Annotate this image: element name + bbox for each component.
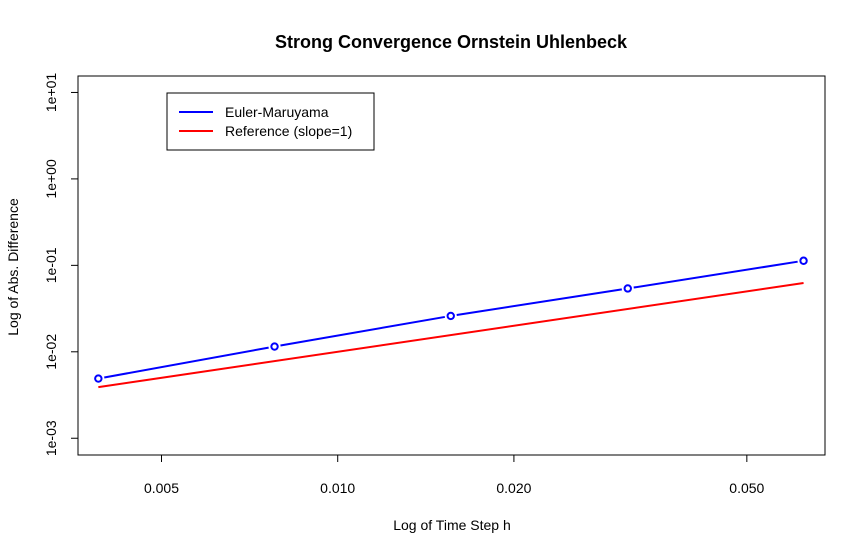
series-line-segment-euler xyxy=(104,346,269,379)
y-tick-label: 1e+01 xyxy=(43,73,59,113)
data-point-euler xyxy=(94,374,103,383)
series-line-segment-euler xyxy=(280,315,446,347)
legend-box xyxy=(166,92,375,151)
y-axis: 1e-03 1e-02 1e-01 1e+00 1e+01 xyxy=(43,73,78,456)
x-tick-label: 0.050 xyxy=(729,480,764,496)
y-tick-label: 1e-03 xyxy=(43,420,59,456)
data-point-euler xyxy=(270,342,279,351)
series-line-segment-euler xyxy=(633,260,798,289)
y-tick-label: 1e-02 xyxy=(43,334,59,370)
x-tick-label: 0.005 xyxy=(144,480,179,496)
plot-series xyxy=(94,256,808,389)
y-axis-label: Log of Abs. Difference xyxy=(5,198,21,336)
x-tick-label: 0.020 xyxy=(496,480,531,496)
legend-label-euler: Euler-Maruyama xyxy=(225,104,329,120)
x-axis: 0.005 0.010 0.020 0.050 xyxy=(144,455,765,496)
series-line-reference xyxy=(98,282,804,389)
legend: Euler-Maruyama Reference (slope=1) xyxy=(166,92,375,151)
y-tick-label: 1e+00 xyxy=(43,159,59,199)
data-point-euler xyxy=(623,284,632,293)
chart-title: Strong Convergence Ornstein Uhlenbeck xyxy=(275,32,628,52)
y-tick-label: 1e-01 xyxy=(43,247,59,283)
legend-label-reference: Reference (slope=1) xyxy=(225,123,352,139)
series-line-segment-euler xyxy=(456,288,622,316)
x-axis-label: Log of Time Step h xyxy=(393,517,511,533)
data-point-euler xyxy=(446,311,455,321)
data-point-euler xyxy=(799,256,808,265)
x-tick-label: 0.010 xyxy=(320,480,355,496)
